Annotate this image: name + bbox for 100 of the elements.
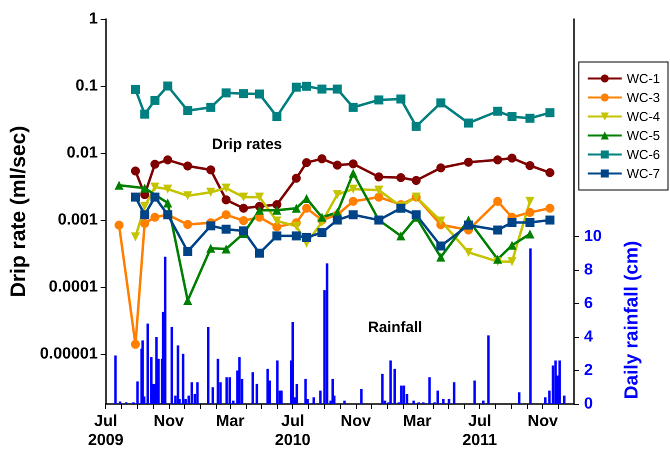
point bbox=[222, 244, 231, 254]
point bbox=[206, 221, 216, 230]
point bbox=[302, 232, 312, 242]
point bbox=[525, 218, 534, 227]
point bbox=[292, 174, 301, 183]
point bbox=[272, 112, 282, 122]
point bbox=[150, 182, 160, 192]
point bbox=[493, 226, 502, 235]
y-tick-label: 0.00001 bbox=[40, 346, 98, 363]
point bbox=[525, 208, 534, 217]
point bbox=[239, 216, 248, 226]
point bbox=[545, 204, 554, 213]
y-axis-title: Drip rate (ml/sec) bbox=[7, 126, 30, 298]
point bbox=[150, 212, 160, 222]
point bbox=[292, 231, 301, 240]
point bbox=[163, 155, 172, 164]
point bbox=[254, 248, 264, 258]
point bbox=[130, 340, 140, 349]
point bbox=[114, 220, 124, 230]
point bbox=[222, 184, 231, 193]
point bbox=[272, 222, 282, 232]
point bbox=[525, 114, 534, 123]
point bbox=[348, 210, 358, 220]
point bbox=[130, 192, 140, 202]
point bbox=[412, 176, 421, 185]
point bbox=[206, 188, 216, 197]
point bbox=[222, 195, 231, 204]
y-tick-label: 0.01 bbox=[66, 144, 98, 162]
point bbox=[332, 160, 342, 170]
point bbox=[272, 231, 282, 240]
point bbox=[302, 82, 312, 91]
point bbox=[436, 252, 446, 262]
point bbox=[140, 184, 150, 193]
y2-tick-label: 6 bbox=[584, 295, 593, 312]
point bbox=[545, 216, 554, 225]
y2-tick-label: 8 bbox=[584, 262, 593, 279]
x-tick-label: Jul 2009 bbox=[88, 413, 124, 449]
point bbox=[508, 112, 517, 122]
point bbox=[374, 192, 384, 202]
point bbox=[292, 222, 301, 231]
legend-label: WC-3 bbox=[626, 90, 660, 105]
point bbox=[332, 216, 342, 225]
point bbox=[412, 210, 421, 220]
y-tick-label: 1 bbox=[88, 10, 98, 28]
point bbox=[183, 220, 192, 229]
x-tick-label: Nov bbox=[528, 413, 558, 430]
point bbox=[317, 84, 326, 94]
point bbox=[464, 220, 473, 230]
point bbox=[272, 216, 282, 226]
point bbox=[302, 158, 312, 168]
point bbox=[525, 229, 534, 238]
annotation: Drip rates bbox=[212, 136, 282, 153]
point bbox=[183, 106, 192, 116]
point bbox=[292, 204, 301, 213]
point bbox=[493, 196, 502, 206]
x-tick-label: Nov bbox=[154, 413, 184, 430]
point bbox=[493, 254, 502, 264]
point bbox=[239, 226, 248, 236]
point bbox=[396, 173, 406, 182]
point bbox=[348, 168, 358, 178]
point bbox=[436, 163, 446, 172]
point bbox=[348, 184, 358, 194]
point bbox=[130, 166, 140, 176]
point bbox=[317, 212, 326, 222]
point bbox=[163, 184, 172, 194]
point bbox=[239, 204, 248, 213]
point bbox=[239, 89, 248, 98]
point bbox=[183, 191, 192, 200]
y-tick-label: 0.001 bbox=[58, 212, 98, 229]
point bbox=[374, 95, 384, 104]
point bbox=[317, 228, 326, 238]
point bbox=[464, 118, 473, 128]
point bbox=[436, 242, 446, 251]
point bbox=[183, 246, 192, 256]
point bbox=[332, 84, 342, 94]
y2-tick-label: 4 bbox=[584, 328, 593, 346]
x-tick-label: Mar bbox=[216, 413, 244, 430]
point bbox=[302, 204, 312, 213]
point bbox=[150, 160, 160, 169]
point bbox=[332, 190, 342, 200]
point bbox=[525, 161, 534, 170]
point bbox=[493, 155, 502, 164]
y2-axis-title: Daily rainfall (cm) bbox=[622, 240, 642, 400]
point bbox=[292, 82, 301, 92]
point bbox=[508, 257, 517, 266]
point bbox=[254, 90, 264, 99]
y-tick-label: 0.0001 bbox=[48, 278, 98, 296]
point bbox=[374, 172, 384, 182]
point bbox=[206, 102, 216, 112]
point bbox=[140, 202, 150, 211]
point bbox=[317, 154, 326, 164]
point bbox=[464, 248, 473, 257]
point bbox=[493, 106, 502, 116]
point bbox=[412, 122, 421, 131]
point bbox=[206, 244, 216, 253]
point bbox=[348, 102, 358, 112]
y2-tick-label: 10 bbox=[584, 228, 602, 246]
point bbox=[254, 206, 264, 215]
legend-label: WC-4 bbox=[626, 109, 660, 124]
x-tick-label: Mar bbox=[403, 413, 432, 430]
